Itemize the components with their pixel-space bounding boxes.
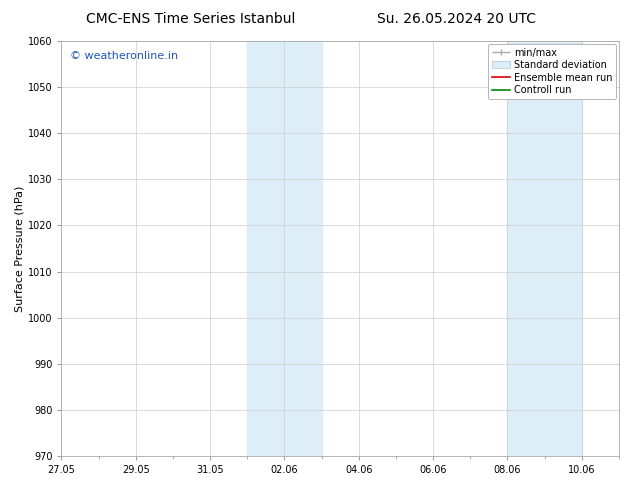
Text: Su. 26.05.2024 20 UTC: Su. 26.05.2024 20 UTC bbox=[377, 12, 536, 26]
Bar bbox=[507, 41, 582, 456]
Text: CMC-ENS Time Series Istanbul: CMC-ENS Time Series Istanbul bbox=[86, 12, 295, 26]
Legend: min/max, Standard deviation, Ensemble mean run, Controll run: min/max, Standard deviation, Ensemble me… bbox=[488, 44, 616, 99]
Text: © weatheronline.in: © weatheronline.in bbox=[70, 51, 178, 61]
Y-axis label: Surface Pressure (hPa): Surface Pressure (hPa) bbox=[15, 185, 25, 312]
Bar bbox=[247, 41, 321, 456]
